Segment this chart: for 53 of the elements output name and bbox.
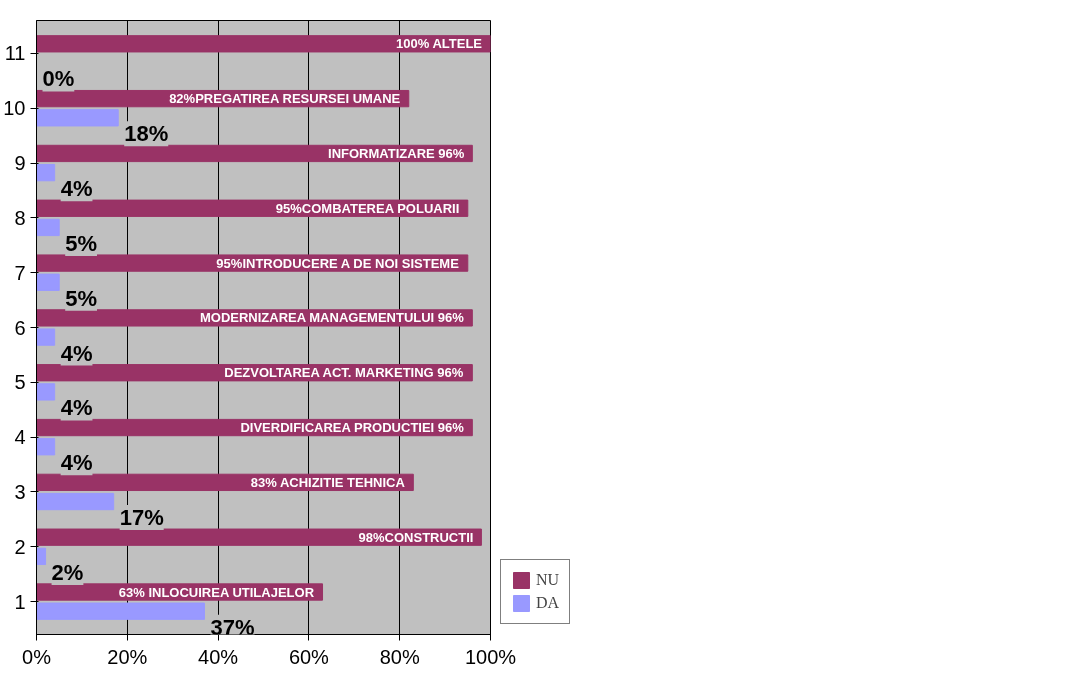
y-tick-label: 11 (4, 42, 26, 65)
bar (36, 547, 47, 566)
x-tick-label: 40% (198, 645, 239, 668)
bar (36, 383, 56, 401)
y-tick-label: 2 (14, 535, 26, 558)
data-label: 2% (51, 559, 84, 585)
y-tick-label: 10 (3, 97, 26, 120)
y-tick-label: 7 (14, 261, 26, 284)
data-label: 37% (210, 614, 255, 640)
y-tick-label: 6 (14, 316, 26, 339)
data-label: DIVERDIFICAREA PRODUCTIEI 96% (240, 420, 465, 436)
data-label: 4% (60, 176, 93, 202)
data-label: 83% ACHIZITIE TEHNICA (250, 474, 406, 490)
bar (36, 438, 56, 456)
bar (36, 109, 119, 127)
bar (36, 273, 60, 291)
data-label: 95%COMBATEREA POLUARII (275, 200, 460, 216)
data-label: 4% (60, 395, 93, 421)
data-label: 100% ALTELE (396, 36, 483, 52)
data-label: 5% (65, 230, 97, 256)
data-label: 4% (60, 450, 93, 476)
data-label: 18% (124, 121, 169, 147)
bar (36, 602, 205, 620)
x-tick-label: 60% (288, 645, 330, 668)
y-tick-label: 8 (14, 206, 26, 229)
data-label: 95%INTRODUCERE A DE NOI SISTEME (216, 255, 460, 271)
data-label: INFORMATIZARE 96% (328, 145, 465, 161)
x-tick-label: 20% (107, 645, 148, 668)
y-tick-label: 5 (14, 371, 26, 394)
data-label: 4% (60, 340, 93, 366)
y-tick-label: 4 (14, 426, 26, 449)
x-tick-label: 80% (379, 645, 420, 668)
data-label: 63% INLOCUIREA UTILAJELOR (118, 584, 315, 600)
bar (36, 528, 482, 546)
bar (36, 492, 115, 511)
y-tick-label: 1 (14, 590, 26, 613)
x-tick-label: 0% (22, 645, 52, 668)
y-tick-label: 9 (14, 152, 26, 175)
x-tick-label: 100% (464, 645, 517, 668)
bar (36, 328, 56, 346)
legend-label: DA (536, 594, 560, 612)
legend-label: NU (536, 571, 560, 589)
data-label: MODERNIZAREA MANAGEMENTULUI 96% (200, 310, 465, 326)
data-label: 17% (119, 505, 164, 531)
data-label: 98%CONSTRUCTII (358, 529, 474, 545)
data-label: 82%PREGATIREA RESURSEI UMANE (169, 91, 401, 107)
bar (36, 35, 491, 53)
data-label: 5% (65, 285, 97, 311)
data-label: DEZVOLTAREA ACT. MARKETING 96% (224, 365, 464, 381)
y-tick-label: 3 (14, 480, 26, 503)
bar (36, 163, 56, 182)
bar (36, 218, 60, 237)
data-label: 0% (42, 66, 75, 92)
